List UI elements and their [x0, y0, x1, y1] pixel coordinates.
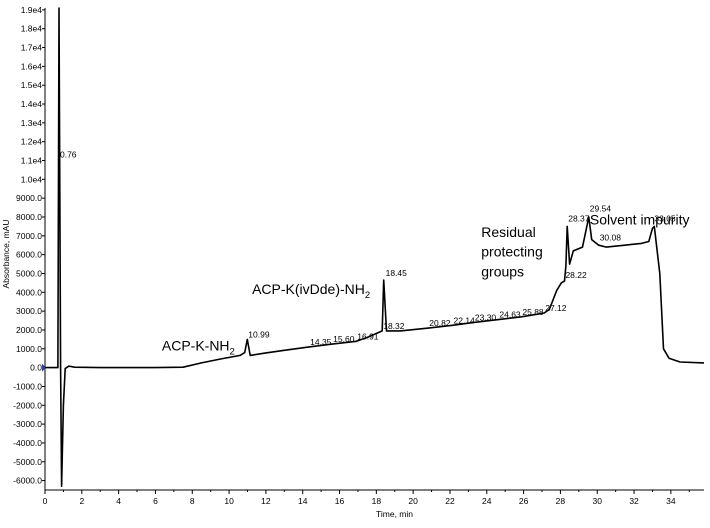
y-tick-label: 1.6e4	[21, 61, 43, 71]
x-tick-label: 24	[482, 496, 492, 506]
peak-label: 29.54	[590, 203, 612, 213]
peak-label: 30.08	[600, 232, 622, 242]
x-tick-label: 26	[519, 496, 529, 506]
baseline-marker-icon	[42, 363, 46, 372]
x-tick-label: 32	[629, 496, 639, 506]
x-tick-label: 22	[445, 496, 455, 506]
x-tick-label: 10	[224, 496, 234, 506]
x-tick-label: 2	[79, 496, 84, 506]
peak-label: 18.45	[386, 268, 408, 278]
annotation-main: protecting	[481, 244, 542, 260]
x-tick-label: 30	[593, 496, 603, 506]
annotations: ACP-K-NH2ACP-K(ivDde)-NH2Residualprotect…	[162, 212, 690, 358]
annotation-main: Solvent impurity	[590, 212, 690, 228]
peak-label: 15.60	[333, 334, 355, 344]
x-tick-label: 4	[116, 496, 121, 506]
peak-label: 16.91	[357, 331, 379, 341]
y-tick-label: 1.9e4	[21, 5, 43, 15]
x-tick-label: 8	[190, 496, 195, 506]
y-tick-label: 9000.0	[16, 193, 42, 203]
y-tick-label: 5000.0	[16, 268, 42, 278]
y-tick-label: 1.8e4	[21, 24, 43, 34]
annotation-main: ACP-K-NH	[162, 338, 230, 354]
peak-label: 28.37	[568, 214, 590, 224]
x-tick-label: 6	[153, 496, 158, 506]
y-axis-title: Absorbance, mAU	[1, 220, 11, 289]
peak-label: 0.76	[60, 150, 77, 160]
series-layer	[45, 7, 705, 487]
y-tick-label: 1.1e4	[21, 156, 43, 166]
y-tick-label: -3000.0	[13, 419, 42, 429]
annotation-label: groups	[481, 263, 524, 279]
y-tick-label: 1.2e4	[21, 137, 43, 147]
y-tick-label: 7000.0	[16, 231, 42, 241]
x-tick-label: 18	[372, 496, 382, 506]
axes: 0 2 4 6 8 10 12 14 16 18 20 22 24 26 28 30 32 341.9e41.8e…	[13, 5, 704, 506]
y-tick-label: 2000.0	[16, 325, 42, 335]
peak-label: 10.99	[248, 329, 270, 339]
y-tick-label: 1000.0	[16, 344, 42, 354]
x-tick-label: 12	[261, 496, 271, 506]
y-tick-label: 3000.0	[16, 306, 42, 316]
annotation-label: Solvent impurity	[590, 212, 690, 228]
peak-label: 20.82	[429, 318, 451, 328]
peak-label: 14.35	[310, 337, 332, 347]
annotation-main: ACP-K(ivDde)-NH	[252, 281, 365, 297]
annotation-label: Residual	[481, 224, 535, 240]
x-tick-label: 16	[335, 496, 345, 506]
y-tick-label: 4000.0	[16, 287, 42, 297]
y-tick-label: -1000.0	[13, 381, 42, 391]
x-tick-label: 0	[43, 496, 48, 506]
annotation-subscript: 2	[230, 347, 235, 358]
peak-label: 28.22	[565, 270, 587, 280]
x-tick-label: 34	[666, 496, 676, 506]
y-tick-label: 1.7e4	[21, 43, 43, 53]
y-tick-label: 6000.0	[16, 250, 42, 260]
y-tick-label: 1.5e4	[21, 80, 43, 90]
x-axis-title: Time, min	[376, 509, 413, 519]
annotation-subscript: 2	[365, 290, 370, 301]
y-tick-label: 1.4e4	[21, 99, 43, 109]
y-tick-label: 0.0	[30, 363, 42, 373]
series-line	[45, 7, 705, 487]
y-tick-label: -5000.0	[13, 457, 42, 467]
y-tick-label: -2000.0	[13, 400, 42, 410]
x-tick-label: 20	[408, 496, 418, 506]
y-tick-label: 1.0e4	[21, 174, 43, 184]
annotation-label: ACP-K-NH2	[162, 338, 235, 358]
peak-label: 27.12	[545, 303, 567, 313]
y-tick-label: -4000.0	[13, 438, 42, 448]
annotation-main: groups	[481, 263, 524, 279]
peak-label: 22.14	[454, 315, 476, 325]
y-tick-label: -6000.0	[13, 476, 42, 486]
annotation-label: protecting	[481, 244, 542, 260]
annotation-label: ACP-K(ivDde)-NH2	[252, 281, 370, 301]
peak-label: 25.88	[522, 307, 544, 317]
y-tick-label: 1.3e4	[21, 118, 43, 128]
peak-label: 33.05	[654, 214, 676, 224]
peak-label: 24.63	[499, 310, 521, 320]
peak-label: 23.30	[475, 312, 497, 322]
x-tick-label: 14	[298, 496, 308, 506]
x-tick-label: 28	[556, 496, 566, 506]
annotation-main: Residual	[481, 224, 535, 240]
peak-label: 18.32	[383, 321, 405, 331]
y-tick-label: 8000.0	[16, 212, 42, 222]
